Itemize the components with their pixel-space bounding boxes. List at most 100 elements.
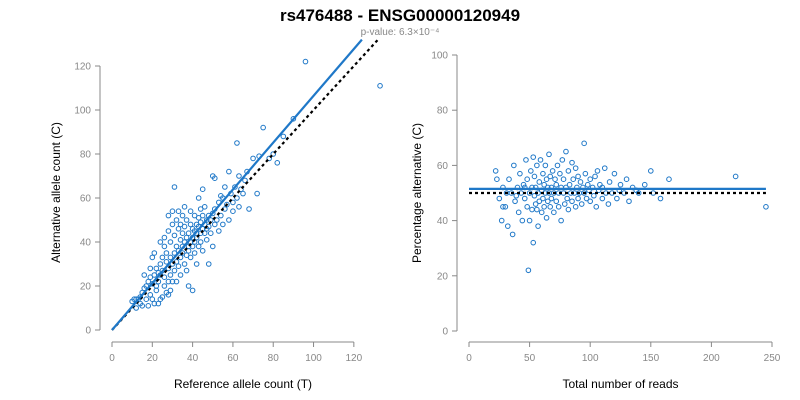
data-point [181,204,188,210]
data-point [494,176,500,182]
data-point [524,176,530,182]
data-point [542,162,549,169]
data-point [528,168,534,174]
data-point [173,217,180,223]
data-point [572,204,579,210]
data-point [544,198,551,205]
data-point [587,176,594,182]
data-point [159,254,166,261]
data-point [222,184,228,190]
data-point [565,168,572,174]
data-point [236,173,242,179]
data-point [189,243,196,250]
data-point [535,223,541,229]
data-point [165,212,172,219]
x-axis-label: Reference allele count (T) [174,377,312,391]
x-tick-label: 0 [109,353,115,364]
data-point [167,287,174,294]
data-point [185,230,192,236]
data-point [534,206,540,213]
data-point [151,250,158,256]
data-point [167,254,174,261]
data-point [623,176,630,182]
data-point [641,181,648,188]
data-point [199,248,206,254]
data-point [226,217,232,223]
data-point [173,278,180,285]
data-point [559,157,566,163]
data-point [504,223,511,229]
data-point [203,217,210,223]
x-tick-label: 100 [582,353,599,364]
data-point [513,192,520,199]
y-tick-label: 0 [85,326,91,337]
x-axis-label: Total number of reads [562,377,678,391]
x-tick-label: 80 [268,353,280,364]
data-point [147,292,154,298]
data-point [179,230,186,236]
data-point [169,208,176,214]
data-point [147,265,154,272]
data-point [611,170,618,177]
data-point [161,274,168,281]
data-point [207,230,214,236]
data-point [238,186,244,192]
data-point [209,210,216,217]
y-tick-label: 120 [74,62,91,73]
fit-line [111,38,363,331]
data-point [548,195,555,202]
data-point [161,283,168,289]
data-point [157,239,164,245]
data-point [193,261,200,267]
data-point [581,140,587,147]
data-point [195,243,202,250]
y-tick-label: 100 [431,51,448,62]
data-point [250,155,256,162]
x-tick-label: 20 [147,353,159,364]
data-point [496,195,503,202]
data-point [547,173,554,180]
data-point [606,179,613,185]
data-point [230,208,236,214]
data-point [591,192,597,199]
data-point [151,300,158,307]
data-point [199,186,206,192]
data-point [163,259,170,265]
data-point [554,162,561,169]
data-point [635,190,642,196]
data-point [525,267,532,274]
data-point [161,243,168,250]
data-point [266,155,273,162]
data-point [563,148,569,155]
x-tick-label: 120 [346,353,363,364]
data-point [187,208,194,214]
data-point [552,176,558,182]
data-point [502,204,509,210]
data-point [520,181,527,188]
data-point [185,283,192,289]
data-point [515,209,522,216]
data-point [153,283,160,289]
data-point [143,296,150,303]
data-point [131,296,137,303]
data-point [551,209,557,216]
data-point [274,160,281,166]
data-point [572,165,579,171]
data-point [543,176,550,182]
data-point [578,201,585,207]
data-point [657,195,664,202]
y-tick-label: 80 [437,106,449,117]
data-point [133,305,139,311]
data-point [165,278,172,285]
data-point [530,154,537,160]
data-point [555,204,562,210]
x-tick-label: 100 [305,353,322,364]
data-point [260,124,266,131]
data-point [605,201,612,207]
data-point [498,217,505,224]
data-point [511,162,517,169]
data-point [577,179,584,185]
data-point [558,217,564,224]
data-point [280,133,287,140]
data-point [666,176,672,182]
